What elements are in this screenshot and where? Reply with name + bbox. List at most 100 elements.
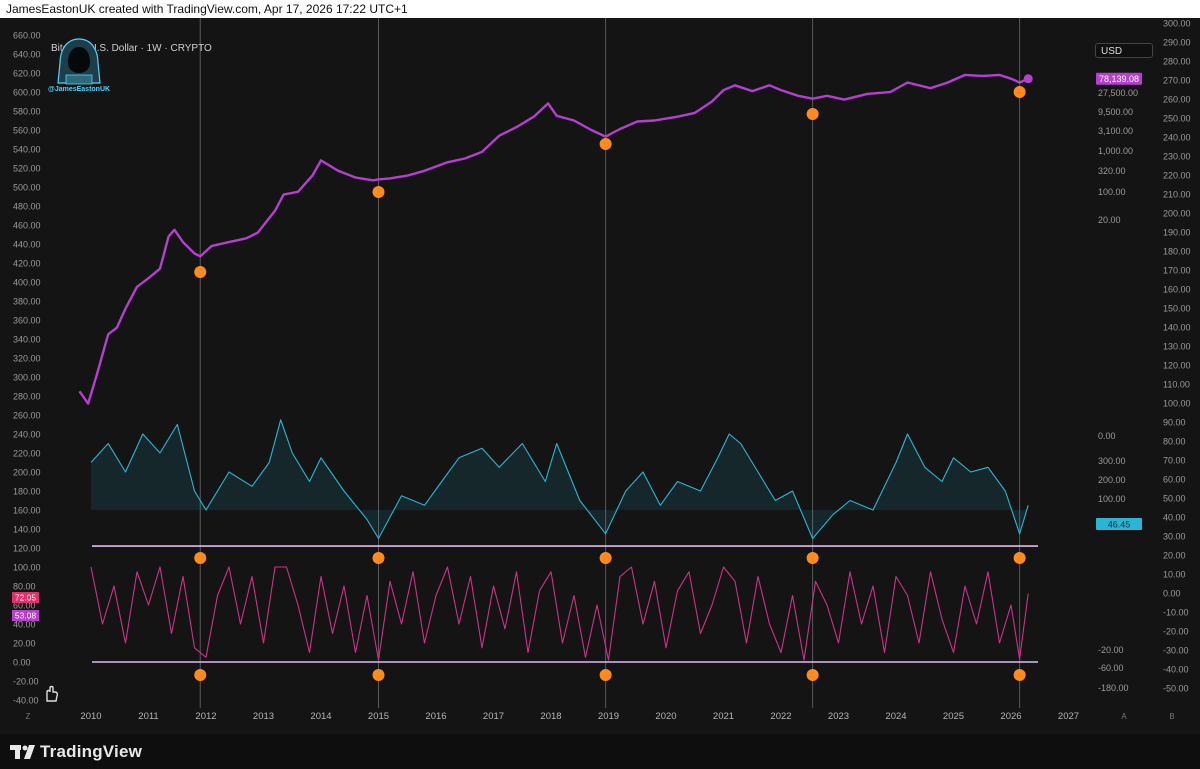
osc-axis-tick: 300.00 xyxy=(1098,456,1126,466)
x-axis-tick: 2023 xyxy=(828,711,849,722)
x-axis-tick: 2011 xyxy=(138,711,158,722)
hooded-figure-icon xyxy=(57,38,101,85)
axis-marker-z: Z xyxy=(26,712,31,721)
left-axis-tick: 420.00 xyxy=(13,259,41,269)
oscillator1-cycle-marker xyxy=(599,552,612,564)
x-axis-tick: 2017 xyxy=(483,711,504,722)
left-axis-tick: 120.00 xyxy=(13,544,41,554)
watermark-handle: @JamesEastonUK xyxy=(48,86,111,93)
left-axis-tick: 100.00 xyxy=(13,563,41,573)
left-axis-tick: 280.00 xyxy=(13,392,41,402)
oscillator1-cycle-marker xyxy=(806,552,819,564)
axis-marker-a: A xyxy=(1121,712,1127,721)
oscillator1-last-label: 46.45 xyxy=(1108,520,1131,530)
left-axis-tick: 60.00 xyxy=(13,601,36,611)
left-axis-tick: 80.00 xyxy=(13,582,36,592)
left-axis-tick: 180.00 xyxy=(13,487,41,497)
right-axis-tick: 100.00 xyxy=(1163,399,1191,409)
right-axis-tick: 300.00 xyxy=(1163,19,1191,29)
chart-svg[interactable]: 660.00 640.00 620.00 600.00 580.00 560.00 540.… xyxy=(0,18,1200,734)
right-axis-tick: 90.00 xyxy=(1163,418,1186,428)
oscillator1-last-badge xyxy=(1096,518,1142,530)
oscillator1-cycle-marker xyxy=(1013,552,1026,564)
oscillator2-label-b: 53.08 xyxy=(15,611,37,621)
left-axis-tick: -20.00 xyxy=(13,677,39,687)
x-axis-tick: 2020 xyxy=(655,711,676,722)
osc-axis-tick: 100.00 xyxy=(1098,494,1126,504)
left-axis-tick: 480.00 xyxy=(13,202,41,212)
price-axis-tick: 100.00 xyxy=(1098,187,1126,197)
right-axis-tick: -50.00 xyxy=(1163,684,1189,694)
left-axis-tick: -40.00 xyxy=(13,696,39,706)
price-axis-tick: 27,500.00 xyxy=(1098,88,1138,98)
right-axis-tick: -20.00 xyxy=(1163,627,1189,637)
left-axis-tick: 400.00 xyxy=(13,278,41,288)
price-cycle-marker xyxy=(599,138,612,150)
currency-selector[interactable]: USD xyxy=(1095,43,1153,58)
x-axis-tick: 2018 xyxy=(540,711,561,722)
oscillator2-line xyxy=(90,566,1029,661)
right-axis-tick: 150.00 xyxy=(1163,304,1191,314)
left-axis-tick: 340.00 xyxy=(13,335,41,345)
right-axis-tick: 280.00 xyxy=(1163,57,1191,67)
right-axis-tick: 170.00 xyxy=(1163,266,1191,276)
left-axis-tick: 580.00 xyxy=(13,107,41,117)
right-axis-tick: 270.00 xyxy=(1163,76,1191,86)
osc-axis-tick: 0.00 xyxy=(1098,431,1116,441)
right-axis-tick: 190.00 xyxy=(1163,228,1191,238)
right-axis-tick: 80.00 xyxy=(1163,437,1186,447)
x-axis-tick: 2022 xyxy=(770,711,791,722)
oscillator1-area xyxy=(91,419,1029,539)
symbol-title: Bitcoin / U.S. Dollar · 1W · CRYPTO xyxy=(51,43,212,54)
right-axis-tick: 40.00 xyxy=(1163,513,1186,523)
right-axis-tick: -40.00 xyxy=(1163,665,1189,675)
right-axis-tick: 160.00 xyxy=(1163,285,1191,295)
x-axis-tick: 2024 xyxy=(885,711,906,722)
oscillator1-line xyxy=(90,419,1029,540)
price-last-label: 78,139.08 xyxy=(1099,74,1139,84)
right-axis-tick: 240.00 xyxy=(1163,133,1191,143)
right-axis-tick: 250.00 xyxy=(1163,114,1191,124)
oscillator1-cycle-marker xyxy=(194,552,207,564)
x-axis-tick: 2026 xyxy=(1000,711,1021,722)
left-axis-tick: 520.00 xyxy=(13,164,41,174)
x-axis-tick: 2025 xyxy=(943,711,964,722)
left-axis-tick: 160.00 xyxy=(13,506,41,516)
oscillator2-cycle-marker xyxy=(372,669,385,681)
left-axis-tick: 220.00 xyxy=(13,449,41,459)
x-axis-tick: 2027 xyxy=(1058,711,1079,722)
x-axis-tick: 2010 xyxy=(80,711,101,722)
left-axis-tick: 660.00 xyxy=(13,31,41,41)
left-axis-tick: 540.00 xyxy=(13,145,41,155)
right-axis-tick: 140.00 xyxy=(1163,323,1191,333)
left-axis-tick: 620.00 xyxy=(13,69,41,79)
price-cycle-marker xyxy=(372,186,385,198)
tradingview-brand[interactable]: TradingView xyxy=(10,741,142,763)
right-axis-tick: 110.00 xyxy=(1163,380,1190,390)
oscillator2-cycle-marker xyxy=(599,669,612,681)
hand-drawing-icon[interactable] xyxy=(42,683,64,705)
x-axis-tick: 2012 xyxy=(195,711,216,722)
right-axis-tick: 120.00 xyxy=(1163,361,1191,371)
price-cycle-marker xyxy=(806,108,819,120)
right-axis-tick: 130.00 xyxy=(1163,342,1191,352)
right-axis-tick: 200.00 xyxy=(1163,209,1191,219)
price-axis-tick: 20.00 xyxy=(1098,215,1121,225)
x-axis-tick: 2016 xyxy=(425,711,446,722)
left-axis-tick: 320.00 xyxy=(13,354,41,364)
chart-frame[interactable]: 660.00 640.00 620.00 600.00 580.00 560.00 540.… xyxy=(0,18,1200,734)
oscillator2-cycle-marker xyxy=(1013,669,1026,681)
left-axis-tick: 360.00 xyxy=(13,316,41,326)
tradingview-logo-icon xyxy=(10,745,35,759)
price-last-badge xyxy=(1096,72,1142,85)
oscillator2-badge-b xyxy=(12,610,39,621)
left-axis-tick: 240.00 xyxy=(13,430,41,440)
oscillator2-label-a: 72.05 xyxy=(15,593,37,603)
x-axis-tick: 2014 xyxy=(310,711,331,722)
left-axis-tick: 140.00 xyxy=(13,525,41,535)
axis-marker-b: B xyxy=(1169,712,1174,721)
footer-brand-text: TradingView xyxy=(40,742,143,761)
left-axis-tick: 560.00 xyxy=(13,126,41,136)
price-line xyxy=(78,73,1029,405)
price-axis-tick: 3,100.00 xyxy=(1098,126,1133,136)
